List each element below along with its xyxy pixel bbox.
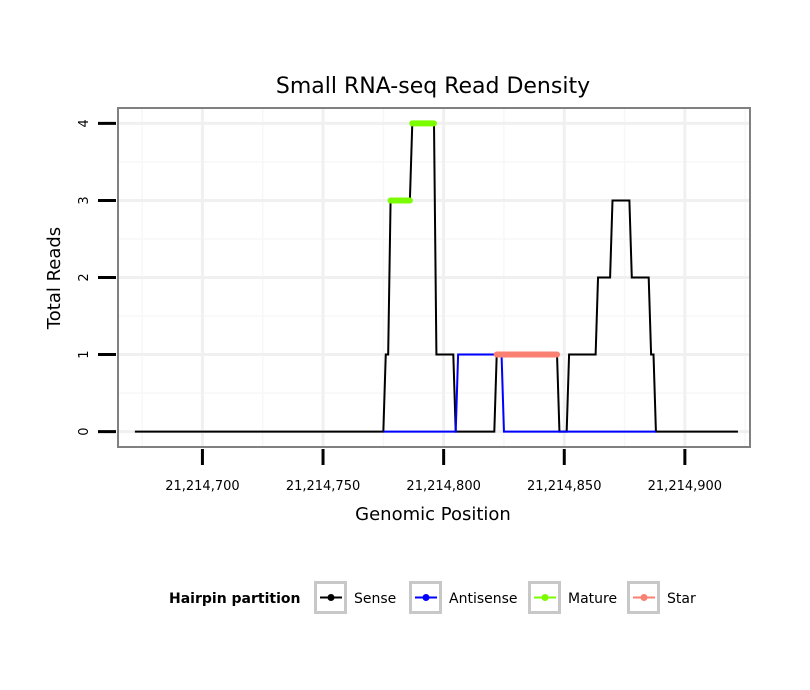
y-tick-label: 4: [77, 119, 92, 127]
legend-key-dot-mature: [541, 594, 549, 601]
legend-key-dot-star: [640, 594, 648, 601]
legend-label-antisense: Antisense: [449, 591, 518, 607]
y-axis: 0 1 2 3 4: [77, 119, 116, 436]
x-tick-label: 21,214,700: [165, 479, 239, 494]
legend-title: Hairpin partition: [169, 591, 300, 607]
x-tick-label: 21,214,850: [527, 479, 601, 494]
y-tick-label: 0: [77, 427, 92, 435]
legend-key-dot-sense: [327, 594, 335, 601]
series-layer: [134, 120, 738, 433]
series-line-antisense: [383, 353, 656, 433]
x-tick-label: 21,214,800: [406, 479, 480, 494]
x-tick-label: 21,214,900: [648, 479, 722, 494]
chart-title: Small RNA-seq Read Density: [276, 74, 590, 99]
legend: Hairpin partition Sense Antisense Mature St…: [169, 581, 696, 614]
x-axis-title: Genomic Position: [355, 504, 511, 525]
legend-label-sense: Sense: [354, 591, 396, 607]
y-tick-label: 2: [77, 273, 92, 281]
y-tick-label: 1: [77, 350, 92, 358]
plot-border: [117, 107, 751, 448]
legend-label-star: Star: [667, 591, 696, 607]
legend-key-dot-antisense: [422, 594, 430, 601]
x-axis: 21,214,700 21,214,750 21,214,800 21,214,850…: [165, 449, 722, 494]
x-tick-label: 21,214,750: [286, 479, 360, 494]
y-axis-title: Total Reads: [44, 227, 65, 330]
y-tick-label: 3: [77, 196, 92, 204]
legend-label-mature: Mature: [568, 591, 617, 607]
